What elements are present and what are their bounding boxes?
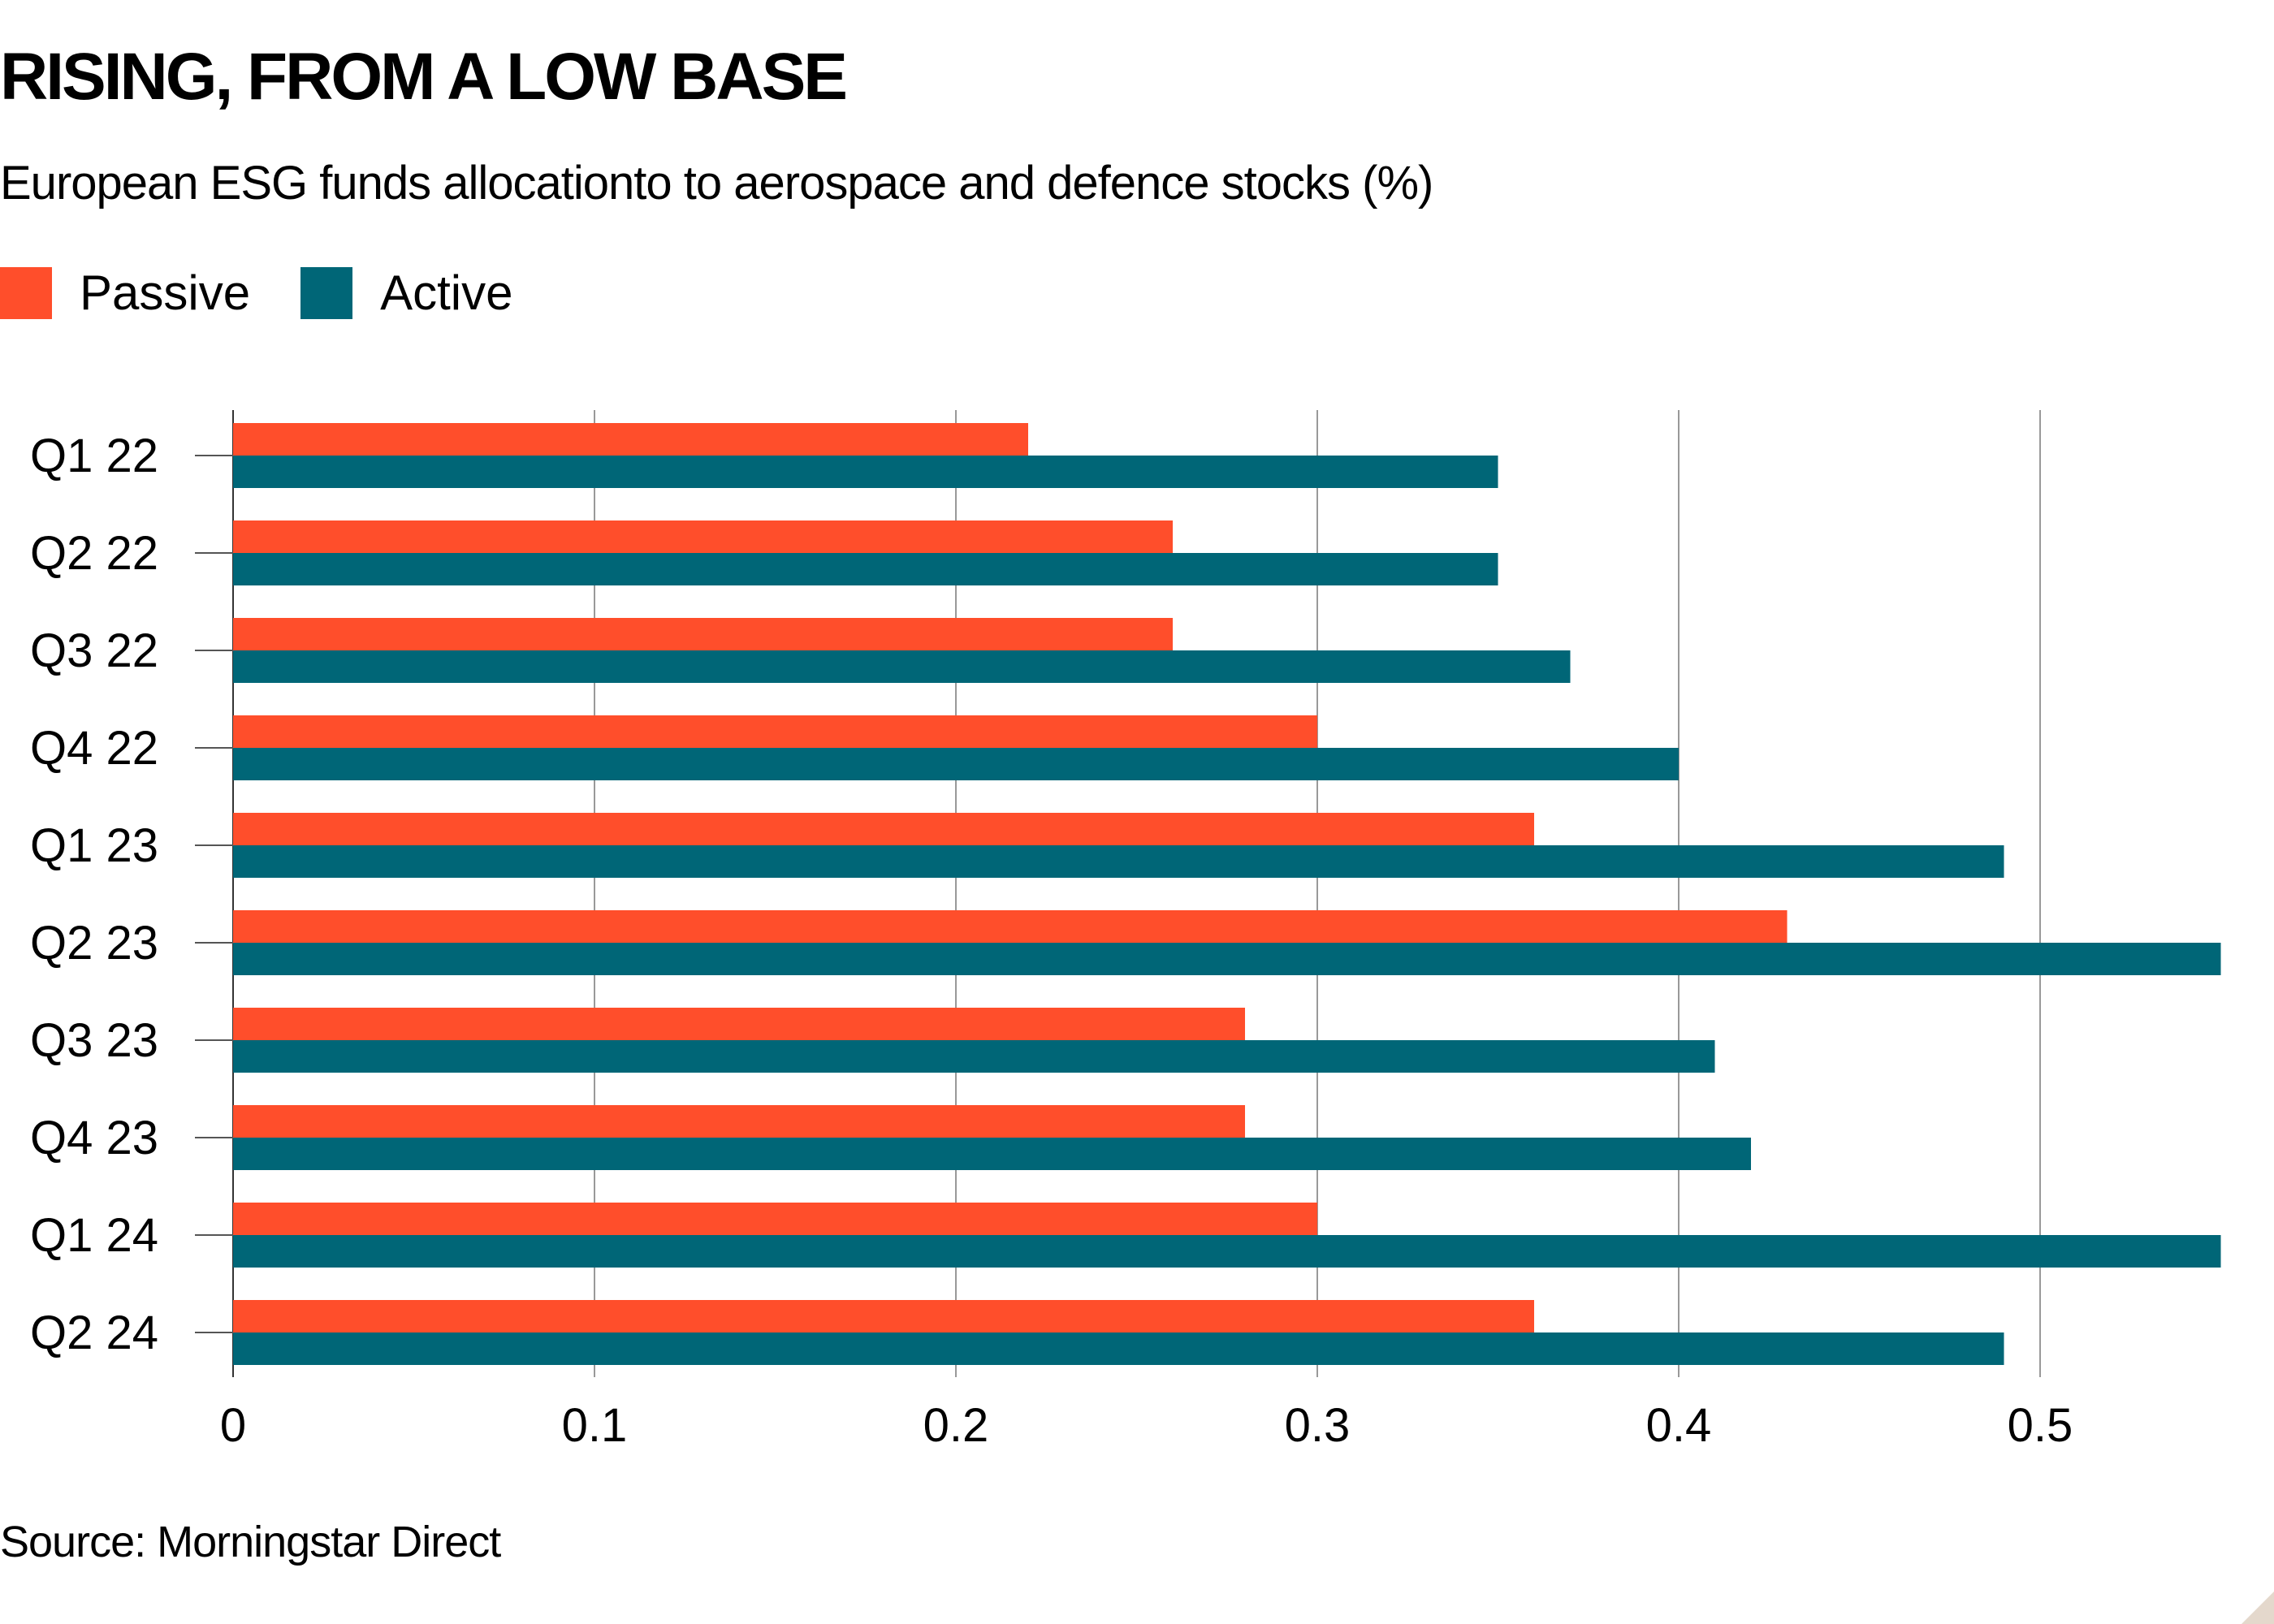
y-tick-label: Q1 23	[30, 819, 158, 872]
bar-passive	[233, 715, 1317, 748]
bar-passive	[233, 1203, 1317, 1235]
bar-active	[233, 553, 1498, 585]
y-tick-label: Q1 22	[30, 430, 158, 482]
y-tick-label: Q2 24	[30, 1307, 158, 1359]
bar-active	[233, 1040, 1715, 1073]
bar-active	[233, 845, 2004, 878]
bar-passive	[233, 1105, 1245, 1138]
bar-active	[233, 1138, 1751, 1170]
y-tick-label: Q2 23	[30, 917, 158, 970]
x-tick-label: 0.4	[1646, 1399, 1712, 1452]
bar-active	[233, 456, 1498, 488]
legend-swatch-passive	[0, 266, 52, 319]
bar-active	[233, 748, 1679, 780]
x-tick-label: 0.5	[2008, 1399, 2073, 1452]
x-tick-label: 0	[220, 1399, 246, 1452]
bar-passive	[233, 1008, 1245, 1040]
x-tick-label: 0.3	[1285, 1399, 1351, 1452]
legend-label-passive: Passive	[80, 266, 251, 320]
y-tick-label: Q1 24	[30, 1209, 158, 1262]
legend: Passive Active	[0, 265, 563, 321]
chart-title: RISING, FROM A LOW BASE	[0, 40, 848, 114]
bar-passive	[233, 618, 1173, 650]
bar-passive	[233, 910, 1788, 943]
source-note: Source: Morningstar Direct	[0, 1518, 501, 1566]
legend-item-active: Active	[300, 265, 512, 321]
bar-passive	[233, 520, 1173, 553]
y-tick-label: Q4 23	[30, 1112, 158, 1164]
bar-active	[233, 1332, 2004, 1365]
legend-swatch-active	[300, 266, 353, 319]
bar-passive	[233, 813, 1534, 845]
corner-decoration	[2242, 1592, 2274, 1624]
legend-label-active: Active	[380, 266, 513, 320]
legend-item-passive: Passive	[0, 265, 250, 321]
bar-active	[233, 1235, 2221, 1268]
y-tick-label: Q4 22	[30, 722, 158, 775]
x-tick-label: 0.1	[562, 1399, 628, 1452]
y-tick-label: Q2 22	[30, 527, 158, 580]
x-tick-label: 0.2	[923, 1399, 989, 1452]
chart-subtitle: European ESG funds allocationto to aeros…	[0, 157, 1433, 209]
bar-passive	[233, 423, 1028, 456]
y-tick-label: Q3 22	[30, 624, 158, 677]
y-tick-label: Q3 23	[30, 1014, 158, 1067]
bar-active	[233, 943, 2221, 975]
bar-active	[233, 650, 1571, 683]
bar-passive	[233, 1300, 1534, 1332]
